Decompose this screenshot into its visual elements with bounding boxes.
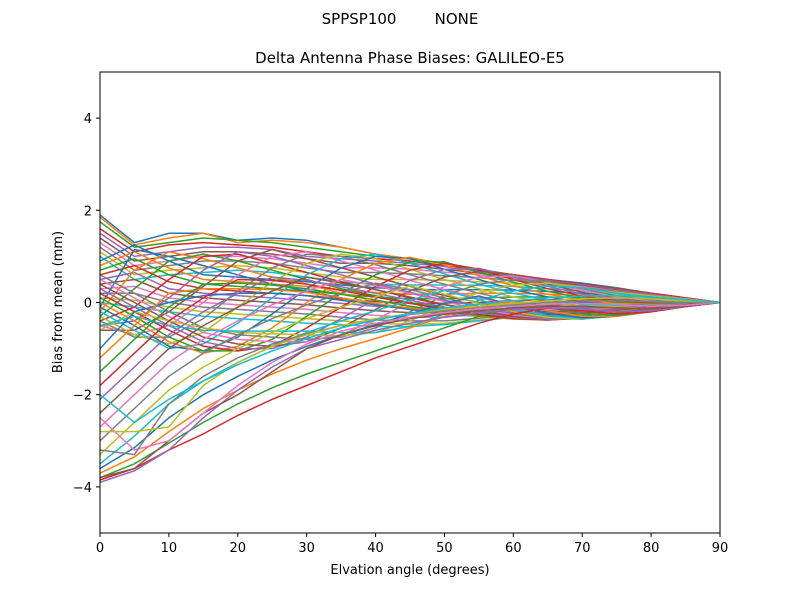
series-line-58	[99, 299, 720, 456]
series-line-60	[99, 294, 721, 424]
y-tick-label: 2	[84, 204, 92, 219]
y-tick-label: 4	[84, 112, 92, 127]
chart-title: Delta Antenna Phase Biases: GALILEO-E5	[255, 49, 565, 67]
series-line-28	[99, 253, 721, 338]
y-tick-label: −2	[73, 389, 92, 404]
series-line-35	[99, 267, 720, 350]
series-line-37	[99, 275, 721, 343]
x-tick-label: 30	[298, 541, 315, 556]
y-axis-ticks: −4 −2 0 2 4	[73, 112, 100, 496]
y-tick-label: −4	[73, 481, 92, 496]
y-tick-label: 0	[84, 297, 92, 312]
x-tick-label: 90	[712, 541, 729, 556]
series-line-57	[99, 301, 721, 451]
series-line-40	[99, 285, 721, 334]
series-line-52	[99, 300, 721, 474]
figure-suptitle: SPPSP100 NONE	[322, 10, 479, 28]
series-line-55	[99, 301, 721, 484]
x-axis-ticks: 0 10 20 30 40 50 60 70 80 90	[96, 533, 728, 556]
x-tick-label: 80	[643, 541, 660, 556]
series-line-8	[99, 246, 721, 304]
series-line-9	[99, 251, 721, 304]
series-line-4	[99, 228, 721, 304]
x-tick-label: 50	[436, 541, 453, 556]
x-axis-label: Elvation angle (degrees)	[330, 563, 489, 578]
series-line-25	[99, 251, 721, 327]
x-tick-label: 0	[96, 541, 104, 556]
x-tick-label: 70	[574, 541, 591, 556]
series-line-39	[99, 282, 721, 337]
x-tick-label: 20	[230, 541, 247, 556]
x-tick-label: 40	[367, 541, 384, 556]
series-line-33	[99, 261, 720, 352]
series-line-53	[99, 301, 721, 479]
series-line-30	[99, 253, 721, 350]
series-line-54	[99, 301, 721, 481]
series-line-6	[99, 237, 721, 304]
x-tick-label: 10	[161, 541, 178, 556]
x-tick-label: 60	[505, 541, 522, 556]
y-axis-label: Bias from mean (mm)	[51, 231, 66, 373]
series-lines	[99, 214, 721, 484]
